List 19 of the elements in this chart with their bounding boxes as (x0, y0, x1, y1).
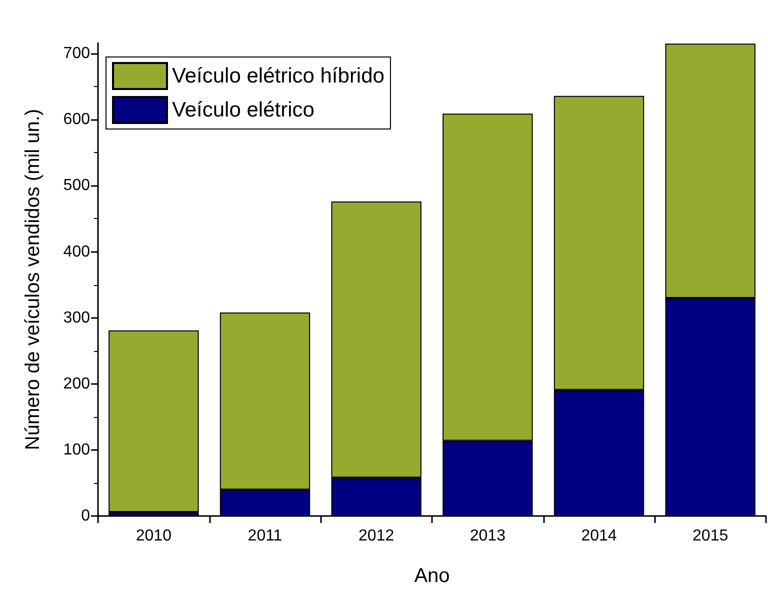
y-tick-label: 400 (63, 243, 90, 260)
x-tick-label: 2011 (248, 528, 282, 544)
y-tick-label: 600 (63, 111, 90, 128)
legend-label: Veículo elétrico (172, 98, 314, 122)
y-tick-label: 300 (63, 309, 90, 326)
y-tick-label: 500 (63, 177, 90, 194)
x-tick-label: 2010 (136, 528, 172, 544)
x-tick-label: 2013 (470, 528, 506, 544)
x-tick-label: 2012 (358, 528, 394, 544)
x-tick-label: 2014 (581, 528, 617, 544)
y-tick-label: 100 (63, 441, 90, 458)
y-tick-label: 700 (63, 45, 90, 62)
y-axis-title: Número de veículos vendidos (mil un.) (22, 108, 44, 450)
bar (108, 330, 199, 512)
x-axis-title: Ano (414, 565, 450, 587)
legend-label: Veículo elétrico híbrido (172, 64, 384, 88)
x-tick-label: 2015 (692, 528, 728, 544)
y-tick-label: 200 (63, 375, 90, 392)
y-tick-label: 0 (81, 508, 90, 524)
